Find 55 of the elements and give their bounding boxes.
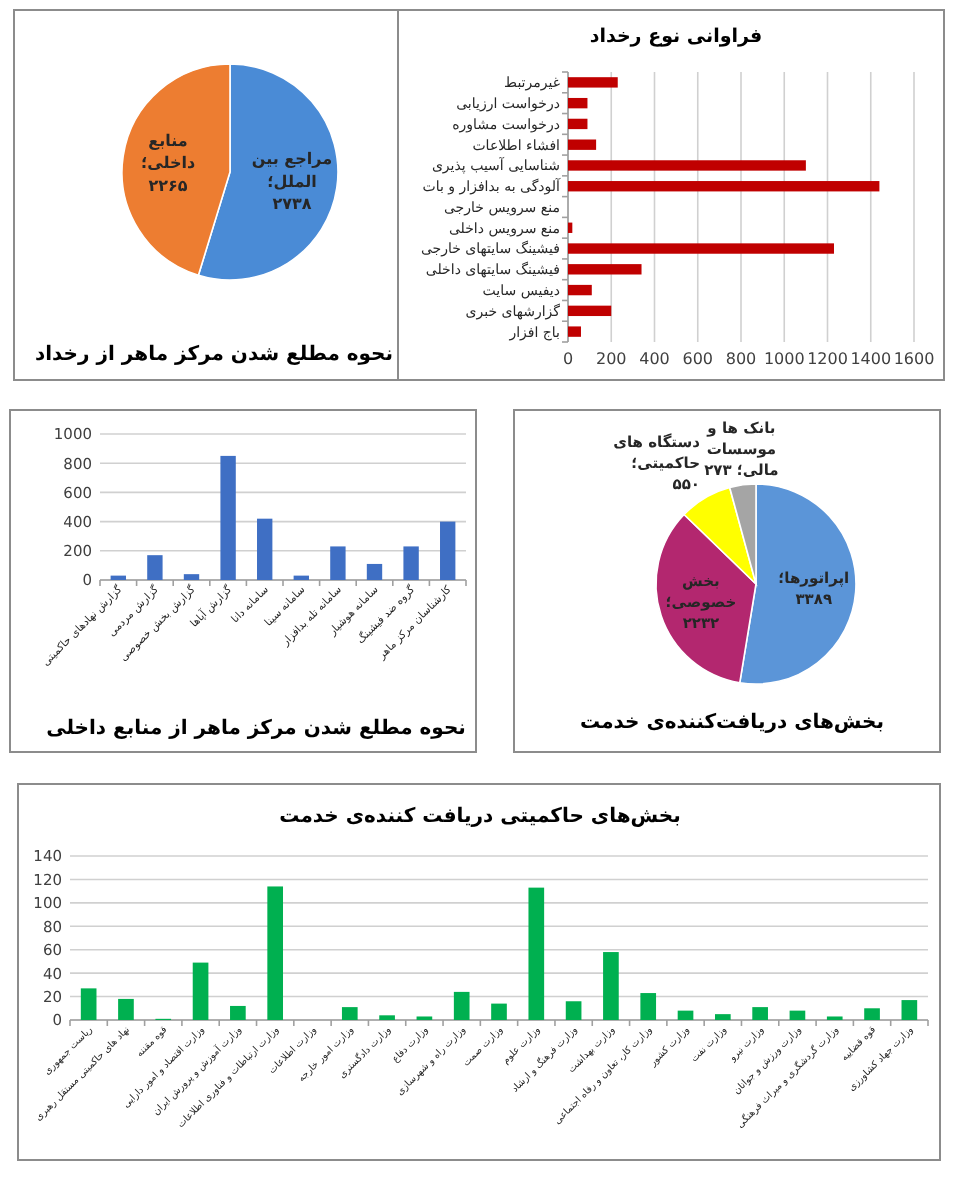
bar [491,1003,507,1020]
bar [640,993,657,1020]
bar [183,574,200,580]
data-label: ۲۷۳۸ [272,195,312,214]
bar [257,518,273,580]
x-tick-label: 800 [725,350,757,368]
x-tick-label: 400 [639,350,670,368]
data-label: ۲۲۶۵ [148,176,188,195]
bar [366,563,383,580]
bar [118,998,134,1020]
bar [677,1010,694,1020]
x-tick-label: 1200 [807,350,848,368]
bar [528,887,545,1020]
bar [864,1008,880,1020]
bar [568,77,618,88]
bar [789,1010,806,1020]
bar [568,160,806,171]
bar [230,1005,246,1020]
bar [568,181,880,192]
bar [603,952,619,1020]
bar [568,264,642,275]
chart-title: بخش‌های حاکمیتی دریافت کننده‌ی خدمت [279,806,681,828]
bar [192,962,209,1020]
x-tick-label: 0 [562,350,574,368]
bar [440,521,456,580]
bar [80,988,97,1020]
text: نحوه مطلع شدن مرکز ماهر از رخداد [34,344,394,366]
x-tick-label: 1600 [893,350,935,368]
bar [752,1007,768,1020]
bar [568,305,612,317]
bar [568,243,834,254]
bar [453,991,470,1020]
bar [220,455,236,580]
bar [568,139,597,150]
bar [147,555,163,580]
bar [568,284,592,296]
bar [267,886,284,1020]
bar [568,326,581,337]
chart-title: فراوانی نوع رخداد [589,26,763,48]
bar [403,546,419,580]
bar [901,1000,918,1020]
x-tick-label: 200 [595,350,627,368]
bar [341,1007,358,1020]
text: نحوه مطلع شدن مرکز ماهر از منابع داخلی [46,718,466,740]
bar [565,1001,582,1020]
x-tick-label: 1400 [850,350,892,368]
text: بخش‌های دریافت‌کننده‌ی خدمت [579,712,885,734]
bar [714,1014,731,1020]
x-tick-label: 600 [682,350,714,368]
bar [568,97,588,109]
bar [568,118,588,130]
bar [330,546,346,580]
slice-label: مراجع بین الملل؛ [251,150,333,191]
x-tick-label: 1000 [763,350,805,368]
slice-label: منابع داخلی؛ [140,131,196,173]
